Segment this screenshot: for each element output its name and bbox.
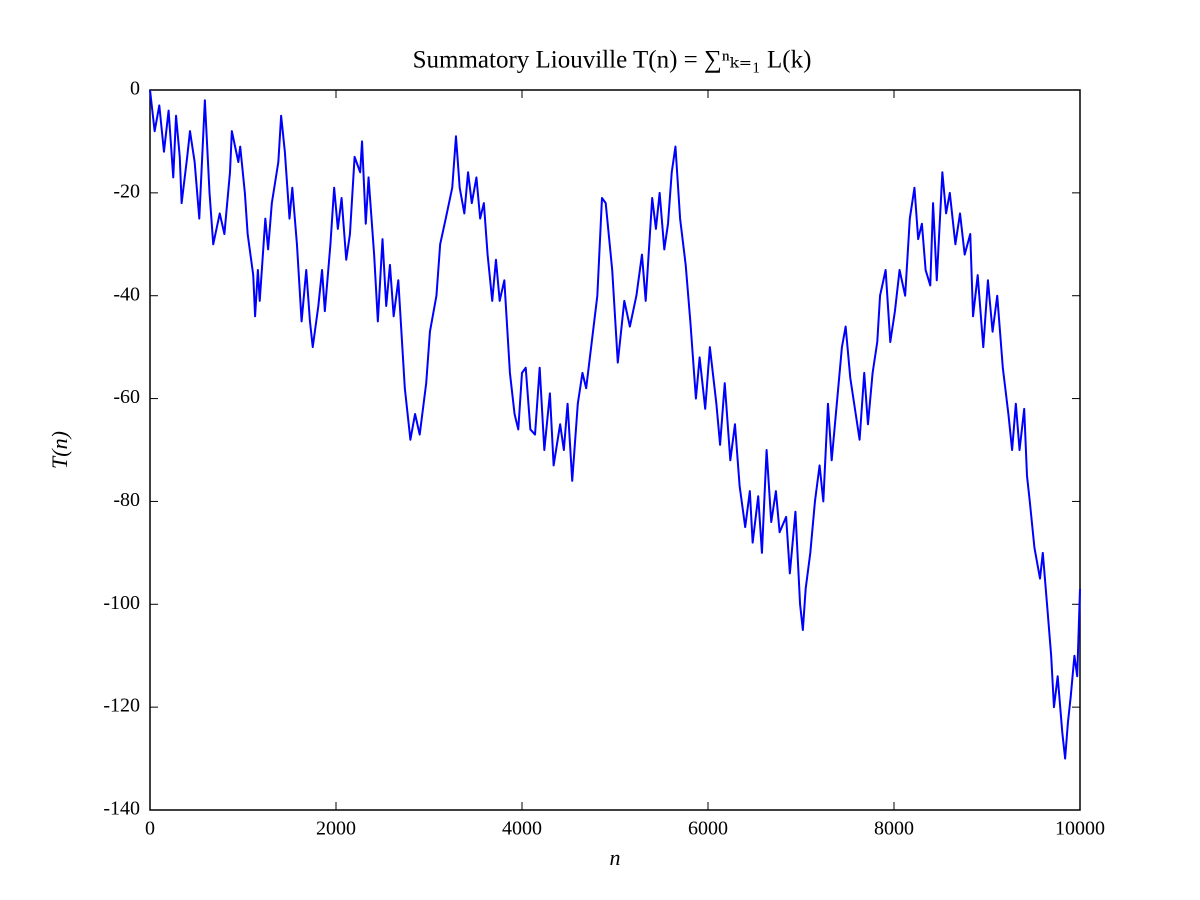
y-tick-label: -20	[113, 180, 140, 202]
y-tick-label: -100	[103, 592, 140, 614]
x-tick-label: 4000	[502, 818, 542, 840]
y-tick-label: -60	[113, 386, 140, 408]
y-tick-label: -40	[113, 283, 140, 305]
chart-title: Summatory Liouville T(n) = ∑ⁿₖ₌₁ L(k)	[413, 47, 812, 74]
x-tick-label: 2000	[316, 818, 356, 840]
x-tick-label: 8000	[874, 818, 914, 840]
x-axis-label: n	[610, 845, 621, 870]
y-tick-label: 0	[130, 78, 140, 100]
x-tick-label: 6000	[688, 818, 728, 840]
plot-frame	[149, 89, 1081, 811]
x-tick-label: 10000	[1055, 818, 1105, 840]
y-axis-label: T(n)	[47, 431, 72, 469]
x-tick-label: 0	[145, 818, 155, 840]
y-tick-label: -80	[113, 489, 140, 511]
y-tick-label: -140	[103, 798, 140, 820]
y-tick-label: -120	[103, 695, 140, 717]
data-line	[149, 89, 1081, 760]
